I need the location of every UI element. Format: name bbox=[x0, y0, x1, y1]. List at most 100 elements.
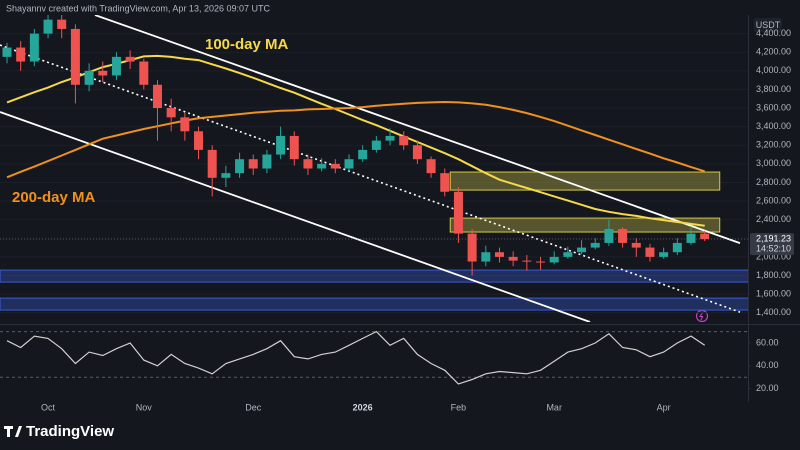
header-text: Shayannv created with TradingView.com, A… bbox=[6, 3, 270, 13]
y-tick-label: 3,400.00 bbox=[756, 121, 791, 131]
y-tick-label: 4,400.00 bbox=[756, 28, 791, 38]
candle-body bbox=[399, 135, 409, 146]
candle-body bbox=[371, 140, 381, 150]
candle-body bbox=[84, 70, 94, 85]
footer-brand: TradingView bbox=[26, 423, 114, 440]
candle-body bbox=[152, 84, 162, 109]
candle-body bbox=[262, 154, 272, 169]
candle-body bbox=[248, 159, 258, 169]
candle-body bbox=[289, 135, 299, 160]
candle-body bbox=[276, 135, 286, 155]
moving-average bbox=[6, 100, 705, 179]
x-tick-label: Nov bbox=[136, 402, 153, 412]
candle-body bbox=[426, 159, 436, 174]
y-tick-label: 1,800.00 bbox=[756, 270, 791, 280]
trendline bbox=[0, 111, 591, 322]
candle-body bbox=[412, 145, 422, 160]
y-tick-label: 2,600.00 bbox=[756, 195, 791, 205]
candle-body bbox=[2, 47, 12, 57]
y-tick-label: 3,600.00 bbox=[756, 102, 791, 112]
x-tick-label: Feb bbox=[451, 402, 467, 412]
candle-body bbox=[385, 135, 395, 141]
candle-body bbox=[577, 247, 587, 253]
y-tick-label: 40.00 bbox=[756, 360, 779, 370]
x-tick-label: Apr bbox=[657, 402, 671, 412]
y-tick-label: 20.00 bbox=[756, 383, 779, 393]
candle-body bbox=[180, 117, 190, 132]
candle-body bbox=[16, 47, 26, 62]
y-tick-label: 2,400.00 bbox=[756, 214, 791, 224]
candle-body bbox=[235, 159, 245, 174]
y-tick-label: 2,000.00 bbox=[756, 251, 791, 261]
candle-body bbox=[166, 108, 176, 118]
rsi-pane bbox=[0, 330, 748, 385]
zone bbox=[0, 297, 748, 311]
candle-body bbox=[618, 228, 628, 243]
candle-body bbox=[494, 252, 504, 257]
candle-body bbox=[549, 256, 559, 263]
y-tick-label: 3,200.00 bbox=[756, 140, 791, 150]
candle-body bbox=[29, 33, 39, 62]
candle-body bbox=[659, 252, 669, 257]
trendline bbox=[0, 44, 741, 313]
countdown: 14:52:10 bbox=[756, 243, 791, 253]
rsi-line bbox=[6, 330, 706, 385]
y-tick-label: 1,600.00 bbox=[756, 288, 791, 298]
y-tick-label: 4,200.00 bbox=[756, 47, 791, 57]
candle-body bbox=[207, 149, 217, 178]
x-tick-label: Mar bbox=[546, 402, 562, 412]
x-tick-label: Dec bbox=[245, 402, 262, 412]
candle-body bbox=[604, 228, 614, 243]
candle-body bbox=[508, 256, 518, 261]
footer-logo: TradingView bbox=[4, 423, 114, 440]
last-price-box bbox=[750, 233, 794, 256]
trendline bbox=[94, 15, 741, 244]
candle-body bbox=[536, 261, 546, 263]
candle-body bbox=[590, 242, 600, 248]
y-tick-label: 3,000.00 bbox=[756, 158, 791, 168]
candle-body bbox=[344, 159, 354, 169]
candle-body bbox=[139, 61, 149, 85]
y-tick-label: 3,800.00 bbox=[756, 84, 791, 94]
candle-body bbox=[467, 233, 477, 262]
candle-body bbox=[330, 163, 340, 169]
candle-body bbox=[194, 131, 204, 150]
y-tick-label: 4,000.00 bbox=[756, 65, 791, 75]
candle-body bbox=[453, 191, 463, 234]
zone bbox=[449, 217, 721, 233]
candle-body bbox=[522, 260, 532, 262]
last-price-label: 2,191.23 bbox=[756, 233, 791, 243]
candle-body bbox=[645, 247, 655, 257]
x-tick-label: 2026 bbox=[353, 402, 373, 412]
zone bbox=[0, 269, 748, 283]
candle-body bbox=[563, 252, 573, 257]
event-icon-bolt bbox=[698, 311, 704, 321]
currency-box bbox=[754, 18, 782, 32]
candle-body bbox=[358, 149, 368, 160]
candle-body bbox=[631, 242, 641, 248]
ma-label: 100-day MA bbox=[205, 36, 289, 53]
candle-body bbox=[481, 252, 491, 262]
candle-body bbox=[303, 159, 313, 169]
candle-body bbox=[98, 70, 108, 76]
ma-label: 200-day MA bbox=[12, 189, 96, 206]
candle-body bbox=[700, 233, 710, 240]
candle-body bbox=[672, 242, 682, 253]
candle-body bbox=[111, 56, 121, 76]
price-pane bbox=[0, 15, 748, 322]
candle-body bbox=[125, 56, 135, 62]
candle-body bbox=[70, 28, 80, 85]
moving-average bbox=[6, 54, 705, 227]
candle-body bbox=[43, 19, 53, 34]
y-tick-label: 60.00 bbox=[756, 337, 779, 347]
x-tick-label: Oct bbox=[41, 402, 56, 412]
candle-body bbox=[57, 19, 67, 29]
y-tick-label: 2,800.00 bbox=[756, 177, 791, 187]
candle-body bbox=[221, 173, 231, 178]
candle-body bbox=[317, 163, 327, 169]
candle-body bbox=[686, 233, 696, 243]
logo-mark bbox=[4, 426, 22, 437]
